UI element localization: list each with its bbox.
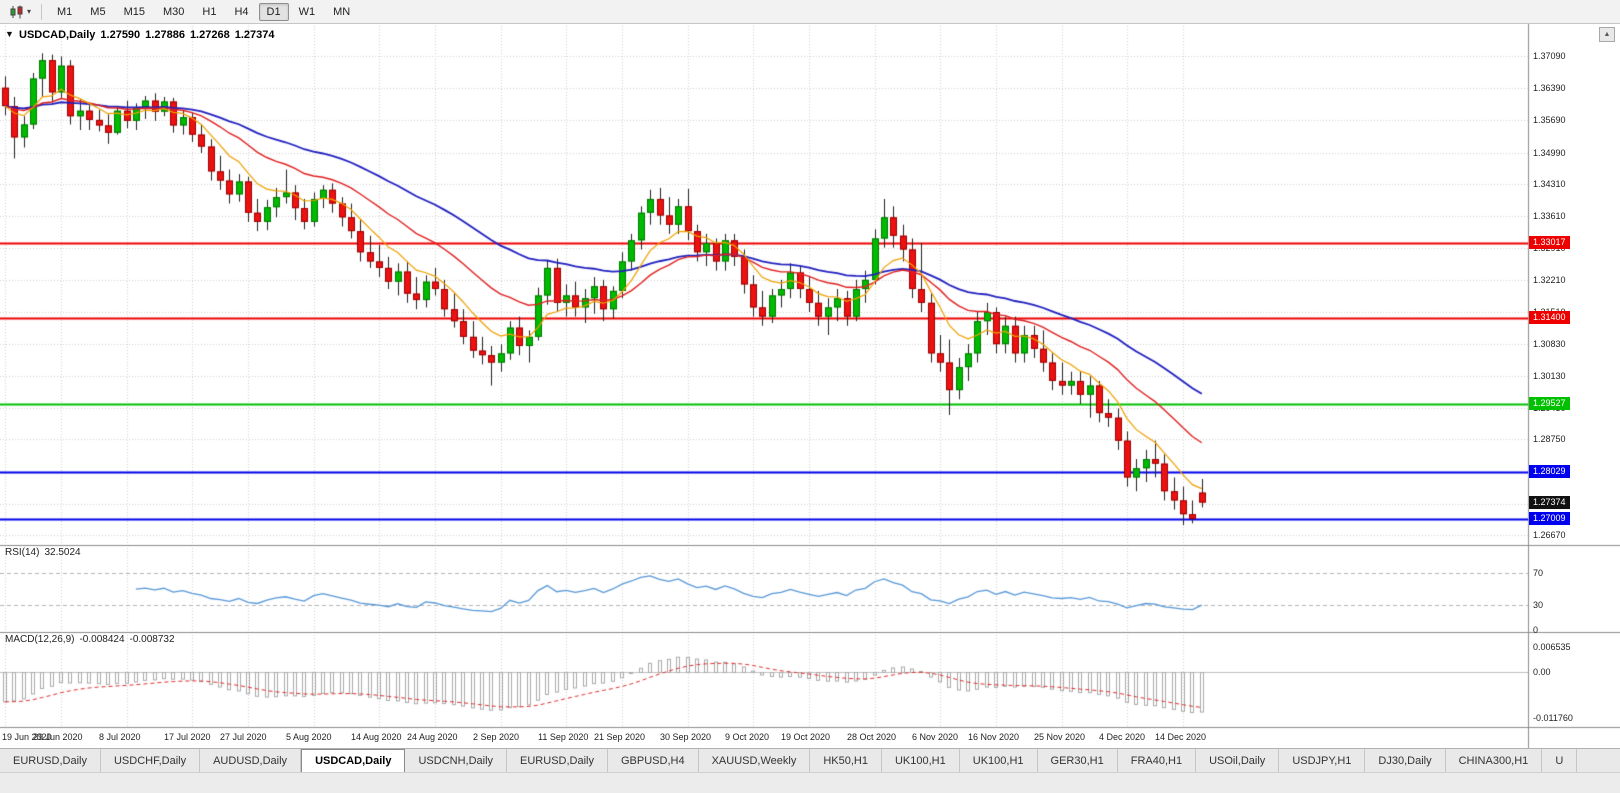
- price-tag: 1.33017: [1529, 236, 1570, 249]
- ohlc-close: 1.27374: [234, 29, 275, 41]
- timeframe-group: M1 M5 M15 M30 H1 H4 D1 W1 MN: [48, 2, 359, 21]
- price-axis-label: 1.26670: [1533, 530, 1566, 540]
- date-axis-label: 16 Nov 2020: [968, 732, 1020, 742]
- price-axis-label: 1.33610: [1533, 211, 1566, 221]
- date-axis-label: 21 Sep 2020: [594, 732, 646, 742]
- timeframe-button-d1[interactable]: D1: [258, 2, 289, 21]
- price-axis-label: 1.28750: [1533, 434, 1566, 444]
- date-axis-label: 25 Nov 2020: [1034, 732, 1086, 742]
- price-tag: 1.27374: [1529, 496, 1570, 509]
- chart-tab-eurusd-daily[interactable]: EURUSD,Daily: [0, 749, 101, 772]
- rsi-axis-label: 30: [1533, 600, 1544, 610]
- chart-tab-usdcad-daily[interactable]: USDCAD,Daily: [301, 749, 406, 772]
- toolbar-separator: [41, 3, 43, 20]
- date-axis-label: 19 Jun 2020: [2, 732, 52, 742]
- chart-symbol-label: USDCAD,Daily: [19, 29, 96, 41]
- status-bar: [0, 772, 1620, 793]
- chevron-down-icon: ▾: [27, 7, 32, 16]
- date-axis-label: 14 Dec 2020: [1155, 732, 1207, 742]
- chart-tab-usdchf-daily[interactable]: USDCHF,Daily: [100, 749, 201, 772]
- ohlc-open: 1.27590: [100, 29, 141, 41]
- price-axis-label: 1.34990: [1533, 148, 1566, 158]
- price-axis-label: 1.37090: [1533, 51, 1566, 61]
- timeframe-button-h4[interactable]: H4: [234, 5, 249, 18]
- chart-tab-u[interactable]: U: [1542, 749, 1578, 772]
- chart-type-button[interactable]: ▾: [5, 4, 35, 20]
- chart-tab-hk50-h1[interactable]: HK50,H1: [810, 749, 882, 772]
- rsi-indicator-label: RSI(14) 32.5024: [5, 547, 86, 558]
- date-axis-label: 29 Jun 2020: [33, 732, 83, 742]
- chart-area: ▼ USDCAD,Daily 1.27590 1.27886 1.27268 1.273…: [0, 24, 1620, 748]
- date-axis-label: 19 Oct 2020: [781, 732, 831, 742]
- chart-title: USDCAD,Daily 1.27590 1.27886 1.27268 1.27374: [19, 29, 279, 41]
- price-tag: 1.31400: [1529, 311, 1570, 324]
- timeframe-button-h1[interactable]: H1: [202, 5, 217, 18]
- chart-tab-dj30-daily[interactable]: DJ30,Daily: [1365, 749, 1446, 772]
- chart-tab-china300-h1[interactable]: CHINA300,H1: [1445, 749, 1543, 772]
- toolbar: ▾ M1 M5 M15 M30 H1 H4 D1 W1 MN: [0, 0, 1620, 24]
- date-axis-label: 9 Oct 2020: [725, 732, 770, 742]
- price-tag: 1.29527: [1529, 397, 1570, 410]
- price-axis-label: 1.35690: [1533, 115, 1566, 125]
- candlestick-chart-icon: [10, 5, 23, 18]
- macd-axis-label: -0.011760: [1533, 713, 1573, 723]
- timeframe-button-mn[interactable]: MN: [333, 5, 351, 18]
- price-axis-label: 1.32210: [1533, 275, 1566, 285]
- ohlc-high: 1.27886: [145, 29, 185, 41]
- date-axis-label: 17 Jul 2020: [164, 732, 211, 742]
- price-axis-label: 1.30830: [1533, 339, 1566, 349]
- one-click-trading-toggle[interactable]: ▼: [5, 29, 14, 39]
- macd-axis-label: 0.006535: [1533, 642, 1571, 652]
- date-axis-label: 5 Aug 2020: [286, 732, 332, 742]
- timeframe-button-w1[interactable]: W1: [298, 5, 316, 18]
- chart-tab-ger30-h1[interactable]: GER30,H1: [1037, 749, 1118, 772]
- timeframe-button-m15[interactable]: M15: [123, 5, 145, 18]
- rsi-axis-label: 0: [1533, 625, 1539, 635]
- chart-tab-usdcnh-daily[interactable]: USDCNH,Daily: [405, 749, 508, 772]
- chart-tab-gbpusd-h4[interactable]: GBPUSD,H4: [608, 749, 699, 772]
- chart-tab-uk100-h1[interactable]: UK100,H1: [881, 749, 960, 772]
- macd-indicator-label: MACD(12,26,9) -0.008424 -0.008732: [5, 634, 180, 645]
- price-tag: 1.27009: [1529, 512, 1570, 525]
- ohlc-low: 1.27268: [189, 29, 230, 41]
- price-tag: 1.28029: [1529, 465, 1570, 478]
- price-axis-label: 1.36390: [1533, 83, 1566, 93]
- chart-tab-bar: EURUSD,Daily USDCHF,Daily AUDUSD,Daily USDC…: [0, 748, 1620, 772]
- date-axis-label: 14 Aug 2020: [351, 732, 402, 742]
- date-axis-label: 30 Sep 2020: [660, 732, 712, 742]
- timeframe-button-m1[interactable]: M1: [57, 5, 73, 18]
- date-axis-label: 27 Jul 2020: [220, 732, 267, 742]
- macd-axis-label: 0.00: [1533, 667, 1551, 677]
- chart-tab-usoil-daily[interactable]: USOil,Daily: [1196, 749, 1280, 772]
- date-axis-label: 11 Sep 2020: [538, 732, 589, 742]
- rsi-axis-label: 70: [1533, 568, 1544, 578]
- macd-main-value: -0.008424: [79, 634, 125, 645]
- price-chart-canvas[interactable]: [0, 24, 1620, 748]
- chart-tab-usdjpy-h1[interactable]: USDJPY,H1: [1279, 749, 1366, 772]
- macd-name: MACD(12,26,9): [5, 634, 75, 645]
- chart-tab-eurusd-daily[interactable]: EURUSD,Daily: [507, 749, 608, 772]
- date-axis-label: 28 Oct 2020: [847, 732, 897, 742]
- date-axis-label: 8 Jul 2020: [99, 732, 141, 742]
- price-axis-label: 1.34310: [1533, 179, 1566, 189]
- rsi-value: 32.5024: [44, 547, 81, 558]
- chart-tab-fra40-h1[interactable]: FRA40,H1: [1117, 749, 1197, 772]
- chart-tab-uk100-h1[interactable]: UK100,H1: [959, 749, 1038, 772]
- timeframe-button-m30[interactable]: M30: [162, 5, 185, 18]
- price-axis-label: 1.30130: [1533, 371, 1566, 381]
- date-axis-label: 4 Dec 2020: [1099, 732, 1146, 742]
- chart-scroll-up-button[interactable]: ▲: [1599, 27, 1615, 42]
- macd-signal-value: -0.008732: [129, 634, 175, 645]
- timeframe-button-m5[interactable]: M5: [90, 5, 106, 18]
- chart-tab-xauusd-weekly[interactable]: XAUUSD,Weekly: [698, 749, 811, 772]
- date-axis-label: 2 Sep 2020: [473, 732, 520, 742]
- rsi-name: RSI(14): [5, 547, 40, 558]
- chart-tab-audusd-daily[interactable]: AUDUSD,Daily: [200, 749, 302, 772]
- date-axis-label: 24 Aug 2020: [407, 732, 458, 742]
- date-axis-label: 6 Nov 2020: [912, 732, 959, 742]
